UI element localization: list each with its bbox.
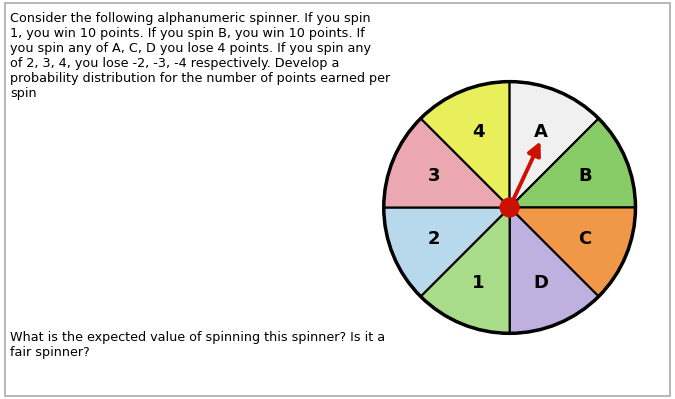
Text: C: C: [578, 230, 592, 248]
Wedge shape: [384, 207, 510, 296]
Wedge shape: [384, 119, 510, 207]
Wedge shape: [510, 207, 599, 333]
Text: 1: 1: [472, 274, 485, 292]
Text: Consider the following alphanumeric spinner. If you spin
1, you win 10 points. I: Consider the following alphanumeric spin…: [10, 12, 390, 100]
Wedge shape: [421, 207, 510, 333]
Circle shape: [500, 198, 519, 217]
Text: What is the expected value of spinning this spinner? Is it a
fair spinner?: What is the expected value of spinning t…: [10, 331, 385, 359]
Text: A: A: [534, 123, 548, 141]
Text: B: B: [578, 167, 592, 185]
Text: 3: 3: [428, 167, 440, 185]
Text: D: D: [533, 274, 548, 292]
Text: 2: 2: [428, 230, 440, 248]
Text: 4: 4: [472, 123, 485, 141]
Wedge shape: [421, 82, 510, 207]
Wedge shape: [510, 207, 635, 296]
Wedge shape: [510, 82, 599, 207]
Wedge shape: [510, 119, 635, 207]
